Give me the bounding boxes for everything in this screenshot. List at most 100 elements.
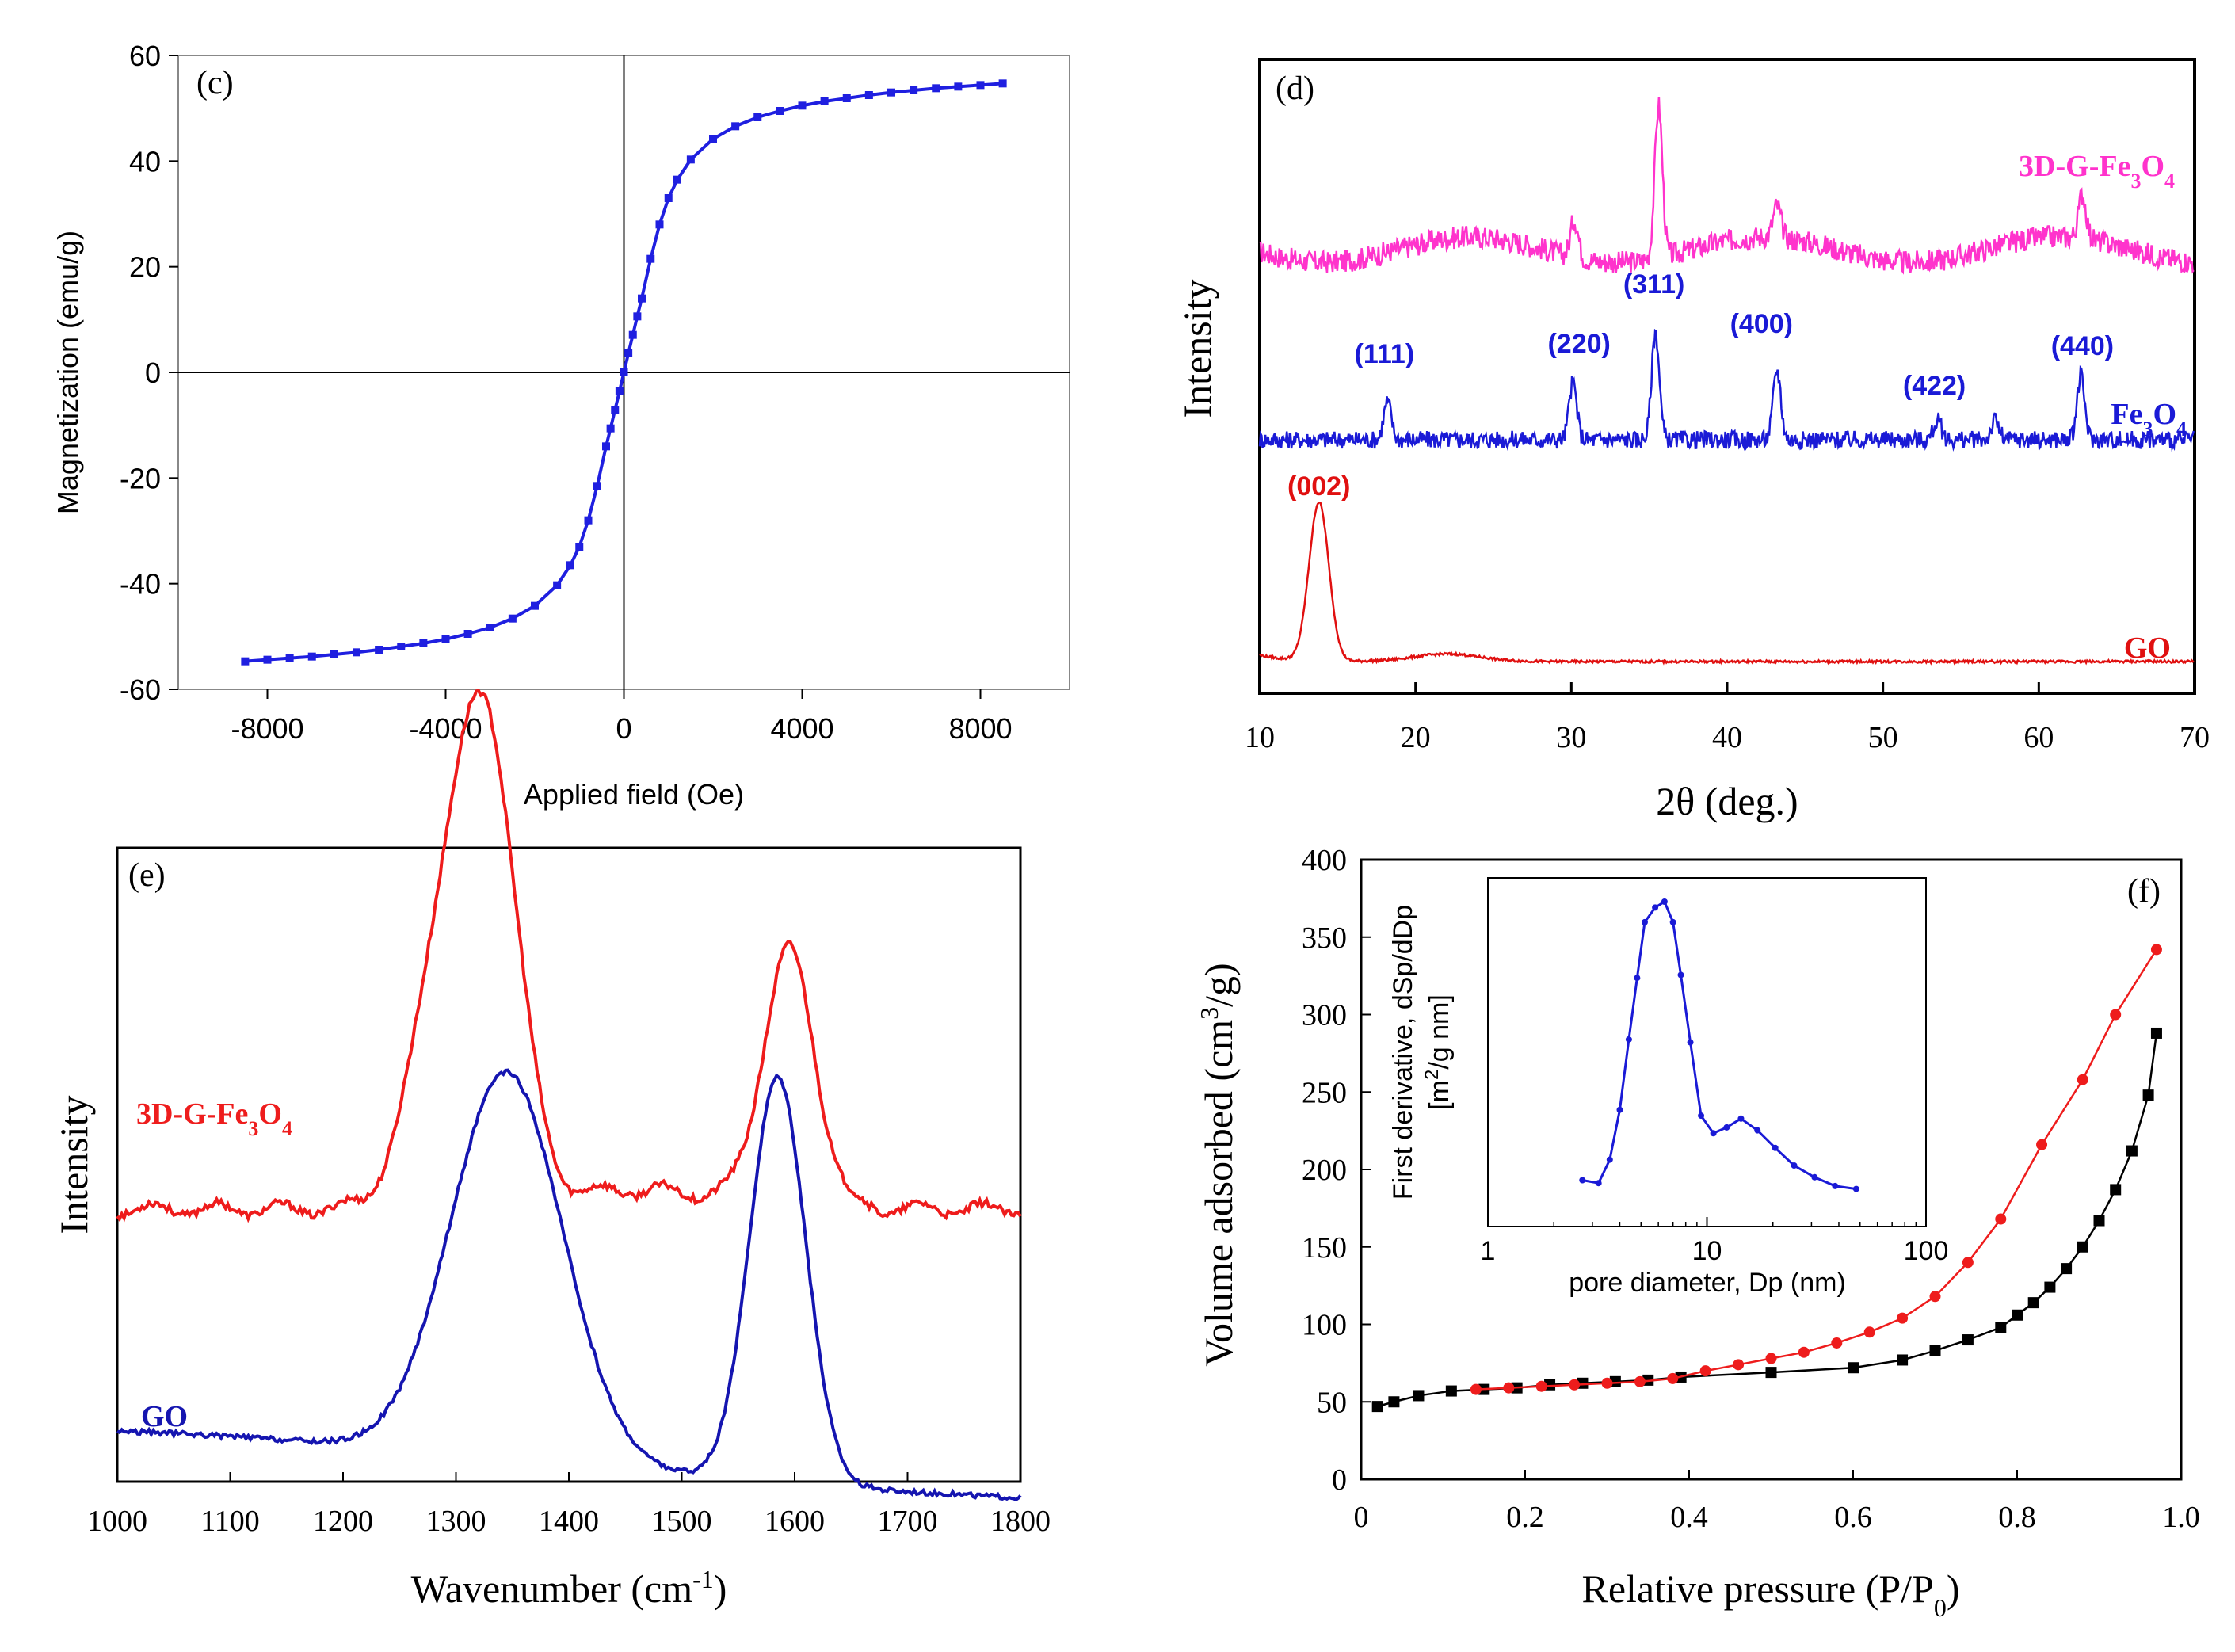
panel-f-data-point-adsorption: [2012, 1309, 2023, 1321]
panel-f-inset-pore-distribution: 1 10 100 pore diameter, Dp (nm) First deri…: [1388, 877, 1948, 1298]
panel-c-data-point: [910, 86, 918, 94]
panel-c-y-tick-label: -40: [120, 568, 161, 601]
panel-f-data-point-adsorption: [1995, 1322, 2007, 1333]
panel-f-data-point-adsorption: [2077, 1241, 2088, 1253]
panel-d-x-ticks: 10 20 30 40 50 60 70: [1245, 682, 2210, 754]
panel-e-x-tick-label: 1000: [87, 1505, 147, 1538]
panel-f-inset-data-point: [1606, 1156, 1613, 1163]
panel-f-data-point-adsorption: [1897, 1354, 1909, 1366]
panel-d-peak-label: (311): [1623, 269, 1685, 299]
panel-c-label: (c): [196, 65, 234, 101]
panel-c-data-point: [263, 655, 272, 664]
panel-c-data-point: [932, 84, 940, 93]
panel-f-inset-data-point: [1595, 1180, 1602, 1187]
panel-f-data-point-adsorption: [2126, 1145, 2138, 1157]
panel-c-data-point: [638, 294, 646, 303]
panel-c-y-tick-label: -60: [120, 673, 161, 706]
panel-f-y-tick-label: 200: [1302, 1154, 1347, 1187]
panel-f-data-point-adsorption: [1577, 1377, 1589, 1389]
panel-e-x-axis-title: Wavenumber (cm-1): [411, 1565, 727, 1611]
panel-f-x-tick-label: 0.4: [1670, 1501, 1708, 1534]
panel-f-inset-series-line: [1582, 899, 1857, 1191]
panel-f-data-point-adsorption: [2093, 1215, 2105, 1227]
panel-f-inset-x-tick-label: 1: [1481, 1236, 1496, 1266]
panel-f-data-point-desorption: [1634, 1375, 1646, 1387]
panel-f-inset-data-point: [1687, 1039, 1694, 1046]
panel-c-y-tick-label: 40: [129, 145, 161, 177]
panel-f-y-ticks: 0 50 100 150 200 250 300 350 400: [1302, 844, 1371, 1497]
panel-f-data-point-adsorption: [2150, 1027, 2162, 1039]
panel-f-inset-data-point: [1852, 1185, 1859, 1192]
panel-c-data-point: [307, 652, 316, 661]
panel-d-x-tick-label: 60: [2023, 721, 2054, 754]
panel-c-x-tick-label: 4000: [770, 712, 833, 745]
panel-f-inset-y-axis-title-line2: [m2/g nm]: [1421, 994, 1455, 1110]
panel-d-label-3dgfe3o4: 3D-G-Fe3O4: [2019, 150, 2175, 193]
panel-d-peak-label: (440): [2051, 331, 2114, 361]
panel-c-data-point: [655, 220, 664, 229]
panel-e-y-axis-title: Intensity: [51, 1096, 96, 1234]
panel-f-x-tick-label: 0: [1354, 1501, 1369, 1534]
panel-f-data-point-desorption: [2110, 1009, 2122, 1021]
panel-f-x-ticks: 0 0.2 0.4 0.6 0.8 1.0: [1354, 1470, 2200, 1534]
panel-f-data-point-desorption: [1733, 1359, 1745, 1371]
panel-c-x-tick-label: 0: [616, 712, 631, 745]
panel-d-peak-label: (002): [1287, 471, 1350, 502]
panel-d-x-tick-label: 30: [1556, 721, 1586, 754]
panel-f-x-tick-label: 0.6: [1834, 1501, 1872, 1534]
panel-f-y-tick-label: 100: [1302, 1309, 1347, 1342]
panel-d-label-fe3o4: Fe3O4: [2111, 398, 2187, 441]
panel-f-data-point-desorption: [1569, 1379, 1581, 1391]
panel-c-y-tick-label: 60: [129, 40, 161, 72]
panel-f-y-tick-label: 0: [1332, 1463, 1347, 1497]
panel-f-data-point-desorption: [1667, 1372, 1679, 1384]
panel-c-data-point: [397, 643, 406, 650]
panel-c-data-point: [441, 635, 450, 643]
panel-f-data-point-adsorption: [2110, 1184, 2122, 1196]
panel-c-x-tick-label: 8000: [948, 712, 1012, 745]
panel-e-label: (e): [128, 857, 166, 894]
panel-f-data-point-desorption: [1962, 1257, 1974, 1269]
panel-c-data-point: [620, 368, 628, 376]
panel-e-raman-chart: 1000 1100 1200 1300 1400 1500 1600 1700 1800 (e)…: [51, 689, 1051, 1611]
panel-f-data-point-desorption: [1765, 1353, 1777, 1364]
panel-d-label-go: GO: [2124, 631, 2171, 665]
panel-f-y-tick-label: 50: [1317, 1386, 1347, 1419]
panel-f-x-tick-label: 0.8: [1998, 1501, 2036, 1534]
panel-f-inset-x-tick-label: 10: [1692, 1236, 1722, 1266]
panel-c-x-axis-title: Applied field (Oe): [524, 778, 744, 811]
panel-d-peak-label: (422): [1903, 371, 1966, 401]
panel-c-data-point: [531, 601, 539, 610]
panel-f-data-point-desorption: [1798, 1346, 1810, 1358]
panel-f-data-point-desorption: [1863, 1326, 1875, 1338]
panel-c-data-point: [615, 387, 624, 395]
panel-f-data-point-desorption: [1929, 1291, 1941, 1303]
panel-f-bet-chart: 0 0.2 0.4 0.6 0.8 1.0 0 50 100 150 200 250 300 350 40…: [1195, 844, 2200, 1622]
panel-f-inset-data-point: [1652, 904, 1659, 911]
panel-e-series-3D-G-Fe3O4: [116, 689, 1022, 1223]
panel-f-data-point-adsorption: [1544, 1379, 1556, 1391]
panel-f-inset-y-axis-title-line1: First derivative, dSp/dDp: [1388, 905, 1418, 1200]
panel-f-data-point-adsorption: [2061, 1263, 2073, 1275]
panel-f-y-tick-label: 300: [1302, 999, 1347, 1032]
panel-f-data-point-adsorption: [1371, 1401, 1383, 1413]
panel-d-x-axis-title: 2θ (deg.): [1656, 779, 1798, 823]
panel-f-data-point-adsorption: [1445, 1385, 1457, 1397]
panel-c-data-point: [375, 646, 383, 654]
panel-e-label-go: GO: [141, 1400, 188, 1433]
panel-c-data-point: [976, 81, 985, 90]
panel-c-data-point: [998, 79, 1007, 88]
panel-f-y-tick-label: 250: [1302, 1076, 1347, 1109]
panel-f-data-point-desorption: [1897, 1312, 1909, 1324]
panel-c-data-point: [602, 442, 610, 451]
panel-f-x-axis-title: Relative pressure (P/P0): [1581, 1566, 1959, 1622]
panel-f-inset-data-point: [1698, 1112, 1705, 1120]
panel-c-x-tick-label: -8000: [231, 712, 303, 745]
panel-e-x-tick-label: 1500: [652, 1505, 712, 1538]
panel-c-data-point: [285, 654, 294, 662]
panel-c-data-point: [353, 648, 360, 657]
panel-c-data-point: [646, 254, 655, 263]
panel-d-x-tick-label: 20: [1401, 721, 1431, 754]
panel-c-series-markers: [241, 79, 1007, 666]
panel-f-y-tick-label: 400: [1302, 844, 1347, 877]
